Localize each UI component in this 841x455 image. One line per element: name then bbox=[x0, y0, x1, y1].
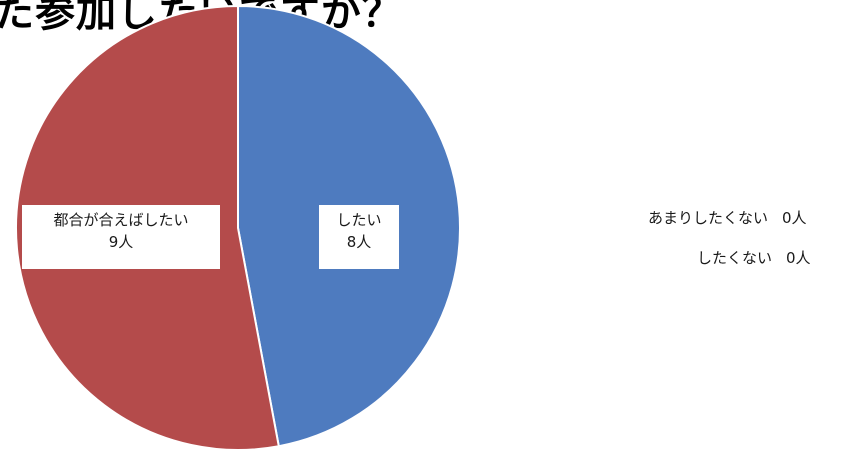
slice-category-label: したい bbox=[336, 211, 382, 229]
slice-value-label: 9人 bbox=[108, 233, 134, 251]
slice-label-dont-want: したくない 0人 bbox=[697, 247, 811, 268]
slice-category-label: したくない bbox=[697, 249, 773, 267]
slice-value-label: 0人 bbox=[782, 209, 807, 227]
slice-value-label: 8人 bbox=[346, 233, 372, 251]
slice-category-label: 都合が合えばしたい bbox=[53, 211, 189, 229]
slice-value-label: 0人 bbox=[786, 249, 811, 267]
slice-label-want: したい 8人 bbox=[319, 205, 399, 269]
slice-label-not-much: あまりしたくない 0人 bbox=[648, 207, 807, 228]
slice-category-label: あまりしたくない bbox=[648, 209, 769, 227]
slice-label-well-if-convenient: 都合が合えばしたい 9人 bbox=[22, 205, 220, 269]
